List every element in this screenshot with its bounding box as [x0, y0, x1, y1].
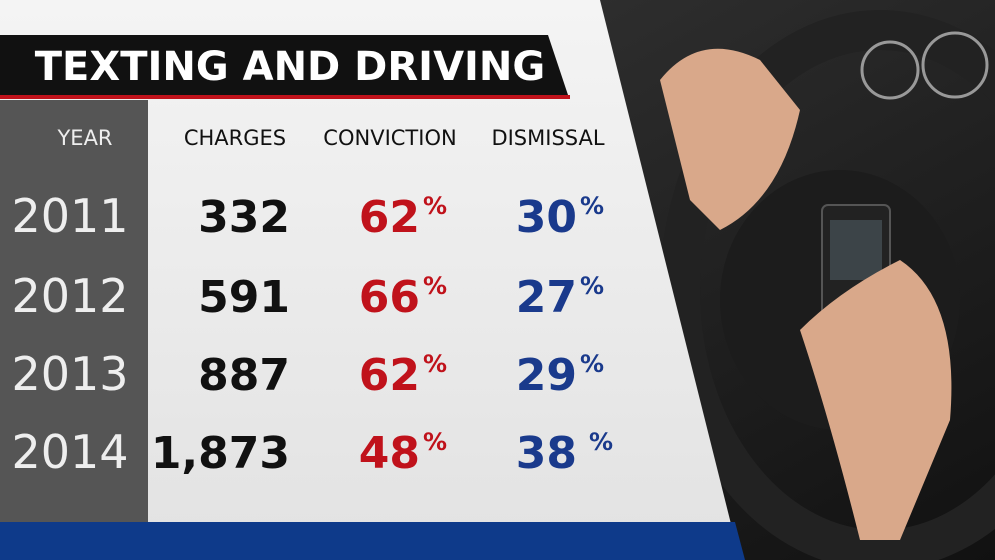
- dismissal: 27: [516, 272, 577, 323]
- conviction-unit: %: [423, 428, 447, 456]
- charges: 332: [198, 192, 290, 243]
- year: 2011: [11, 189, 128, 243]
- dismissal-unit: %: [580, 272, 604, 300]
- year: 2012: [11, 269, 128, 323]
- title-bar: [0, 35, 568, 95]
- col-header: CONVICTION: [323, 126, 456, 150]
- dismissal-unit: %: [580, 350, 604, 378]
- conviction-unit: %: [423, 350, 447, 378]
- dismissal: 38: [516, 428, 577, 479]
- title: TEXTING AND DRIVING: [35, 44, 545, 90]
- col-header: DISMISSAL: [491, 126, 604, 150]
- conviction: 62: [359, 192, 420, 243]
- conviction-unit: %: [423, 272, 447, 300]
- dismissal-unit: %: [580, 192, 604, 220]
- conviction-unit: %: [423, 192, 447, 220]
- conviction: 66: [359, 272, 420, 323]
- col-header: CHARGES: [184, 126, 286, 150]
- dismissal-unit: %: [589, 428, 613, 456]
- year: 2013: [11, 347, 128, 401]
- charges: 1,873: [151, 428, 290, 479]
- dismissal: 30: [516, 192, 577, 243]
- photo: [660, 10, 995, 560]
- panel: [0, 0, 740, 560]
- conviction: 62: [359, 350, 420, 401]
- bottom-band: [0, 522, 745, 560]
- title-rule: [0, 95, 570, 99]
- year: 2014: [11, 425, 128, 479]
- col-header: YEAR: [56, 126, 112, 150]
- year-column: [0, 100, 148, 522]
- conviction: 48: [359, 428, 420, 479]
- dismissal: 29: [516, 350, 577, 401]
- charges: 591: [198, 272, 290, 323]
- charges: 887: [198, 350, 290, 401]
- rows: 2011 332 62% 30 %2012 591 66% 27 %2013 887 62% 29 %2…: [11, 189, 613, 479]
